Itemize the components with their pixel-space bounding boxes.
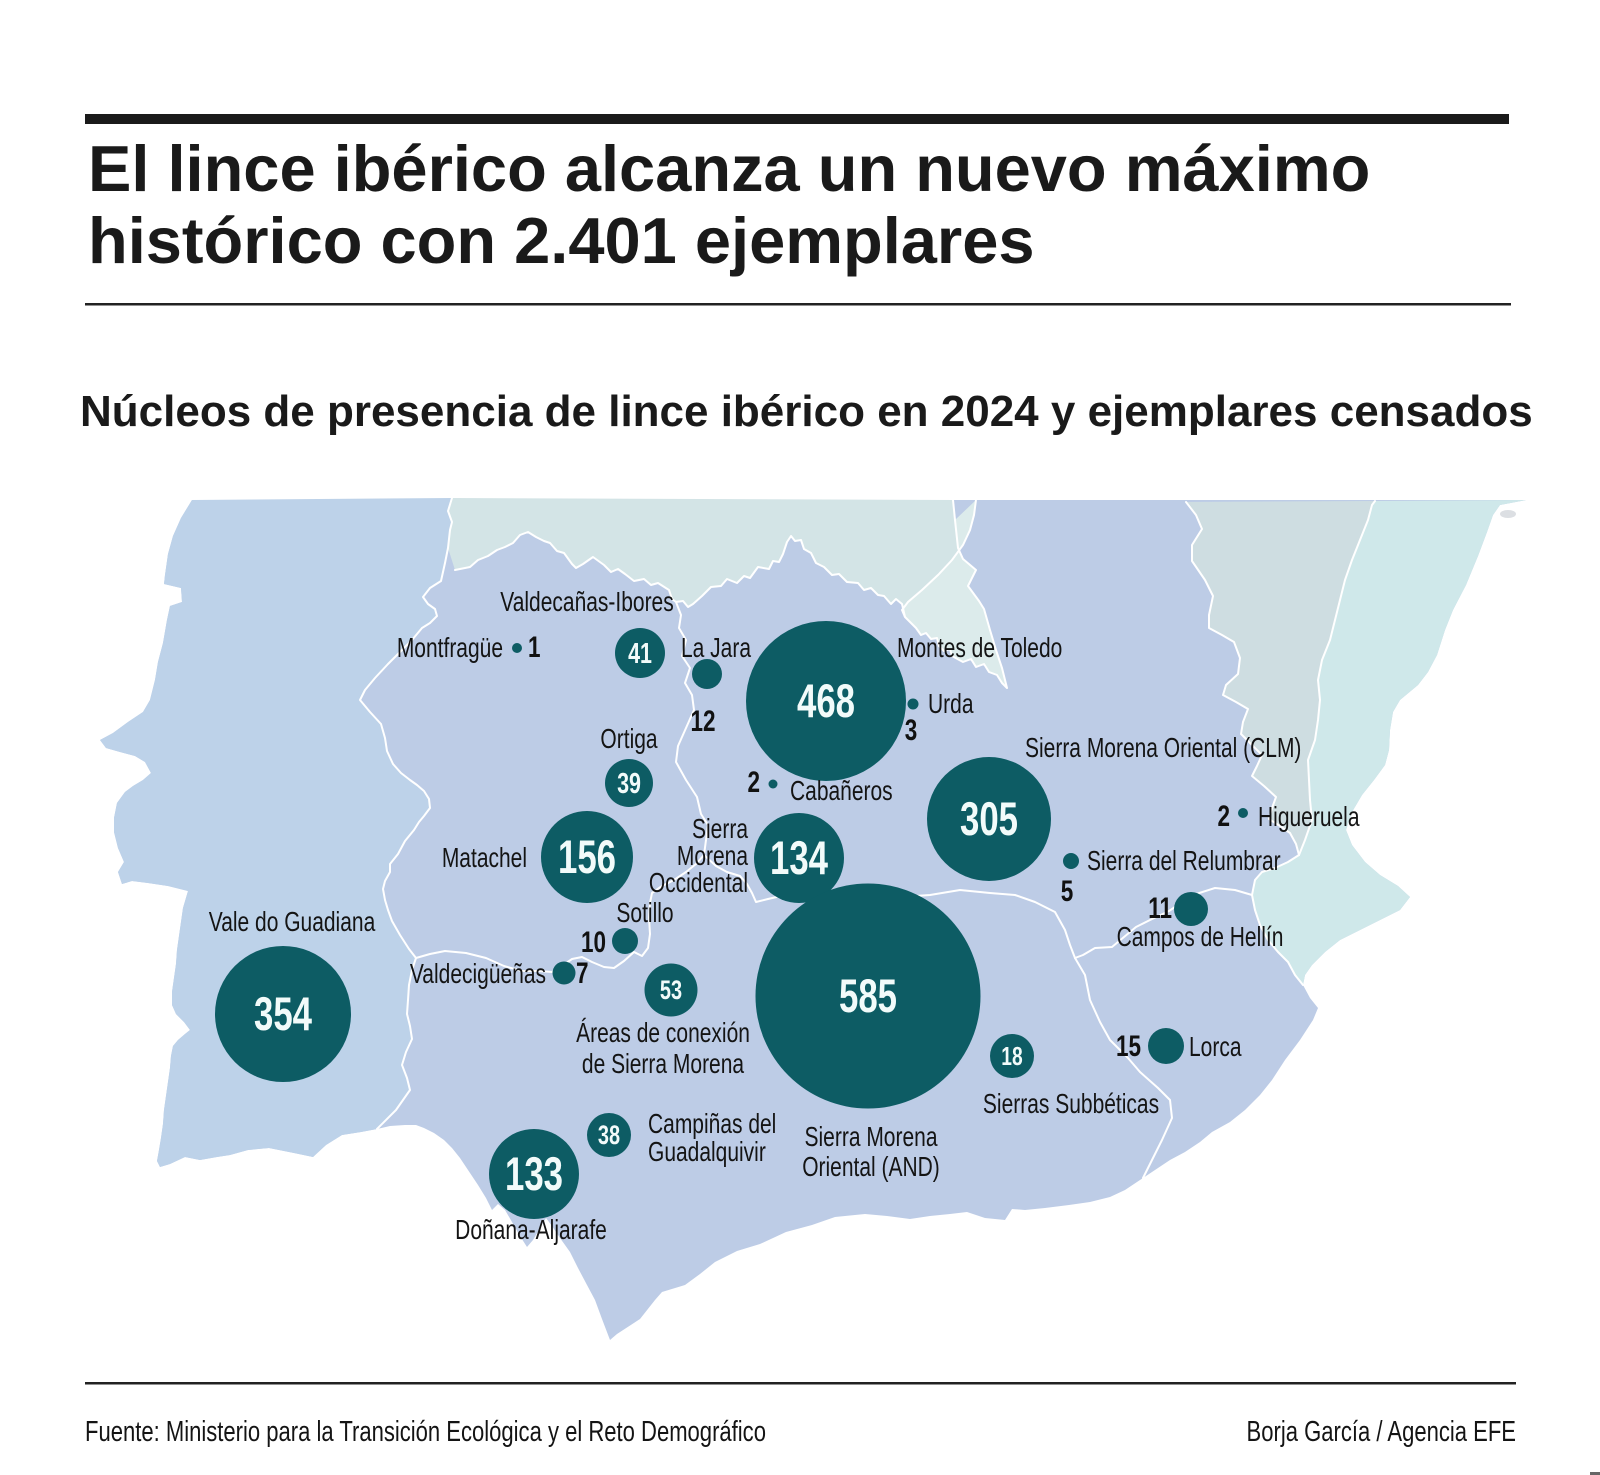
svg-text:305: 305 bbox=[960, 793, 1018, 845]
svg-text:39: 39 bbox=[617, 768, 641, 800]
svg-text:3: 3 bbox=[905, 713, 918, 747]
svg-text:Ortiga: Ortiga bbox=[600, 724, 657, 755]
svg-text:10: 10 bbox=[581, 925, 606, 959]
svg-text:La Jara: La Jara bbox=[681, 633, 751, 664]
svg-text:134: 134 bbox=[770, 832, 828, 884]
svg-text:Urda: Urda bbox=[928, 689, 974, 720]
svg-text:Borja García / Agencia EFE: Borja García / Agencia EFE bbox=[1247, 1416, 1516, 1448]
svg-text:41: 41 bbox=[628, 638, 652, 670]
svg-text:18: 18 bbox=[1001, 1041, 1023, 1071]
svg-text:Occidental: Occidental bbox=[649, 868, 748, 899]
svg-text:354: 354 bbox=[254, 988, 312, 1040]
svg-text:7: 7 bbox=[576, 956, 589, 990]
svg-text:53: 53 bbox=[660, 975, 682, 1006]
svg-text:2: 2 bbox=[747, 765, 760, 799]
svg-text:156: 156 bbox=[558, 831, 616, 883]
svg-text:Núcleos de presencia de lince: Núcleos de presencia de lince ibérico en… bbox=[80, 387, 1533, 436]
svg-text:585: 585 bbox=[839, 970, 897, 1022]
svg-text:Sierra Morena Oriental (CLM): Sierra Morena Oriental (CLM) bbox=[1025, 733, 1301, 764]
svg-text:El lince ibérico alcanza un nu: El lince ibérico alcanza un nuevo máximo bbox=[88, 132, 1370, 205]
svg-text:Sierra del Relumbrar: Sierra del Relumbrar bbox=[1087, 846, 1281, 877]
svg-text:Sierras Subbéticas: Sierras Subbéticas bbox=[983, 1089, 1159, 1120]
svg-text:133: 133 bbox=[505, 1148, 563, 1200]
svg-text:histórico con 2.401 ejemplares: histórico con 2.401 ejemplares bbox=[88, 204, 1035, 277]
svg-text:Campiñas del: Campiñas del bbox=[648, 1109, 776, 1140]
svg-text:Higueruela: Higueruela bbox=[1258, 802, 1360, 833]
svg-text:Valdecañas-Ibores: Valdecañas-Ibores bbox=[500, 587, 673, 618]
svg-text:Valdecigüeñas: Valdecigüeñas bbox=[410, 959, 546, 990]
svg-text:Oriental (AND): Oriental (AND) bbox=[802, 1152, 940, 1183]
svg-text:Sierra Morena: Sierra Morena bbox=[805, 1122, 938, 1153]
svg-text:Vale do Guadiana: Vale do Guadiana bbox=[209, 907, 376, 938]
svg-text:2: 2 bbox=[1217, 799, 1230, 833]
svg-text:Sierra: Sierra bbox=[692, 814, 748, 845]
svg-text:12: 12 bbox=[690, 704, 715, 738]
svg-text:Montfragüe: Montfragüe bbox=[397, 633, 503, 664]
svg-text:5: 5 bbox=[1061, 874, 1074, 908]
svg-text:468: 468 bbox=[797, 675, 855, 727]
svg-text:de Sierra Morena: de Sierra Morena bbox=[582, 1049, 744, 1080]
svg-text:11: 11 bbox=[1148, 891, 1172, 925]
svg-text:Campos de Hellín: Campos de Hellín bbox=[1117, 922, 1284, 953]
svg-text:Morena: Morena bbox=[677, 841, 748, 872]
svg-text:1: 1 bbox=[528, 630, 541, 664]
svg-text:Guadalquivir: Guadalquivir bbox=[648, 1137, 766, 1168]
svg-text:38: 38 bbox=[598, 1120, 620, 1151]
svg-text:Áreas de conexión: Áreas de conexión bbox=[576, 1018, 750, 1049]
svg-text:Montes de Toledo: Montes de Toledo bbox=[897, 633, 1062, 664]
svg-text:Doñana-Aljarafe: Doñana-Aljarafe bbox=[455, 1215, 607, 1246]
svg-text:Cabañeros: Cabañeros bbox=[790, 776, 893, 807]
svg-text:Matachel: Matachel bbox=[442, 843, 527, 874]
svg-text:15: 15 bbox=[1116, 1029, 1141, 1063]
svg-text:Lorca: Lorca bbox=[1189, 1032, 1242, 1063]
svg-text:Fuente: Ministerio para la Tra: Fuente: Ministerio para la Transición Ec… bbox=[85, 1416, 766, 1448]
svg-text:Sotillo: Sotillo bbox=[616, 898, 673, 929]
